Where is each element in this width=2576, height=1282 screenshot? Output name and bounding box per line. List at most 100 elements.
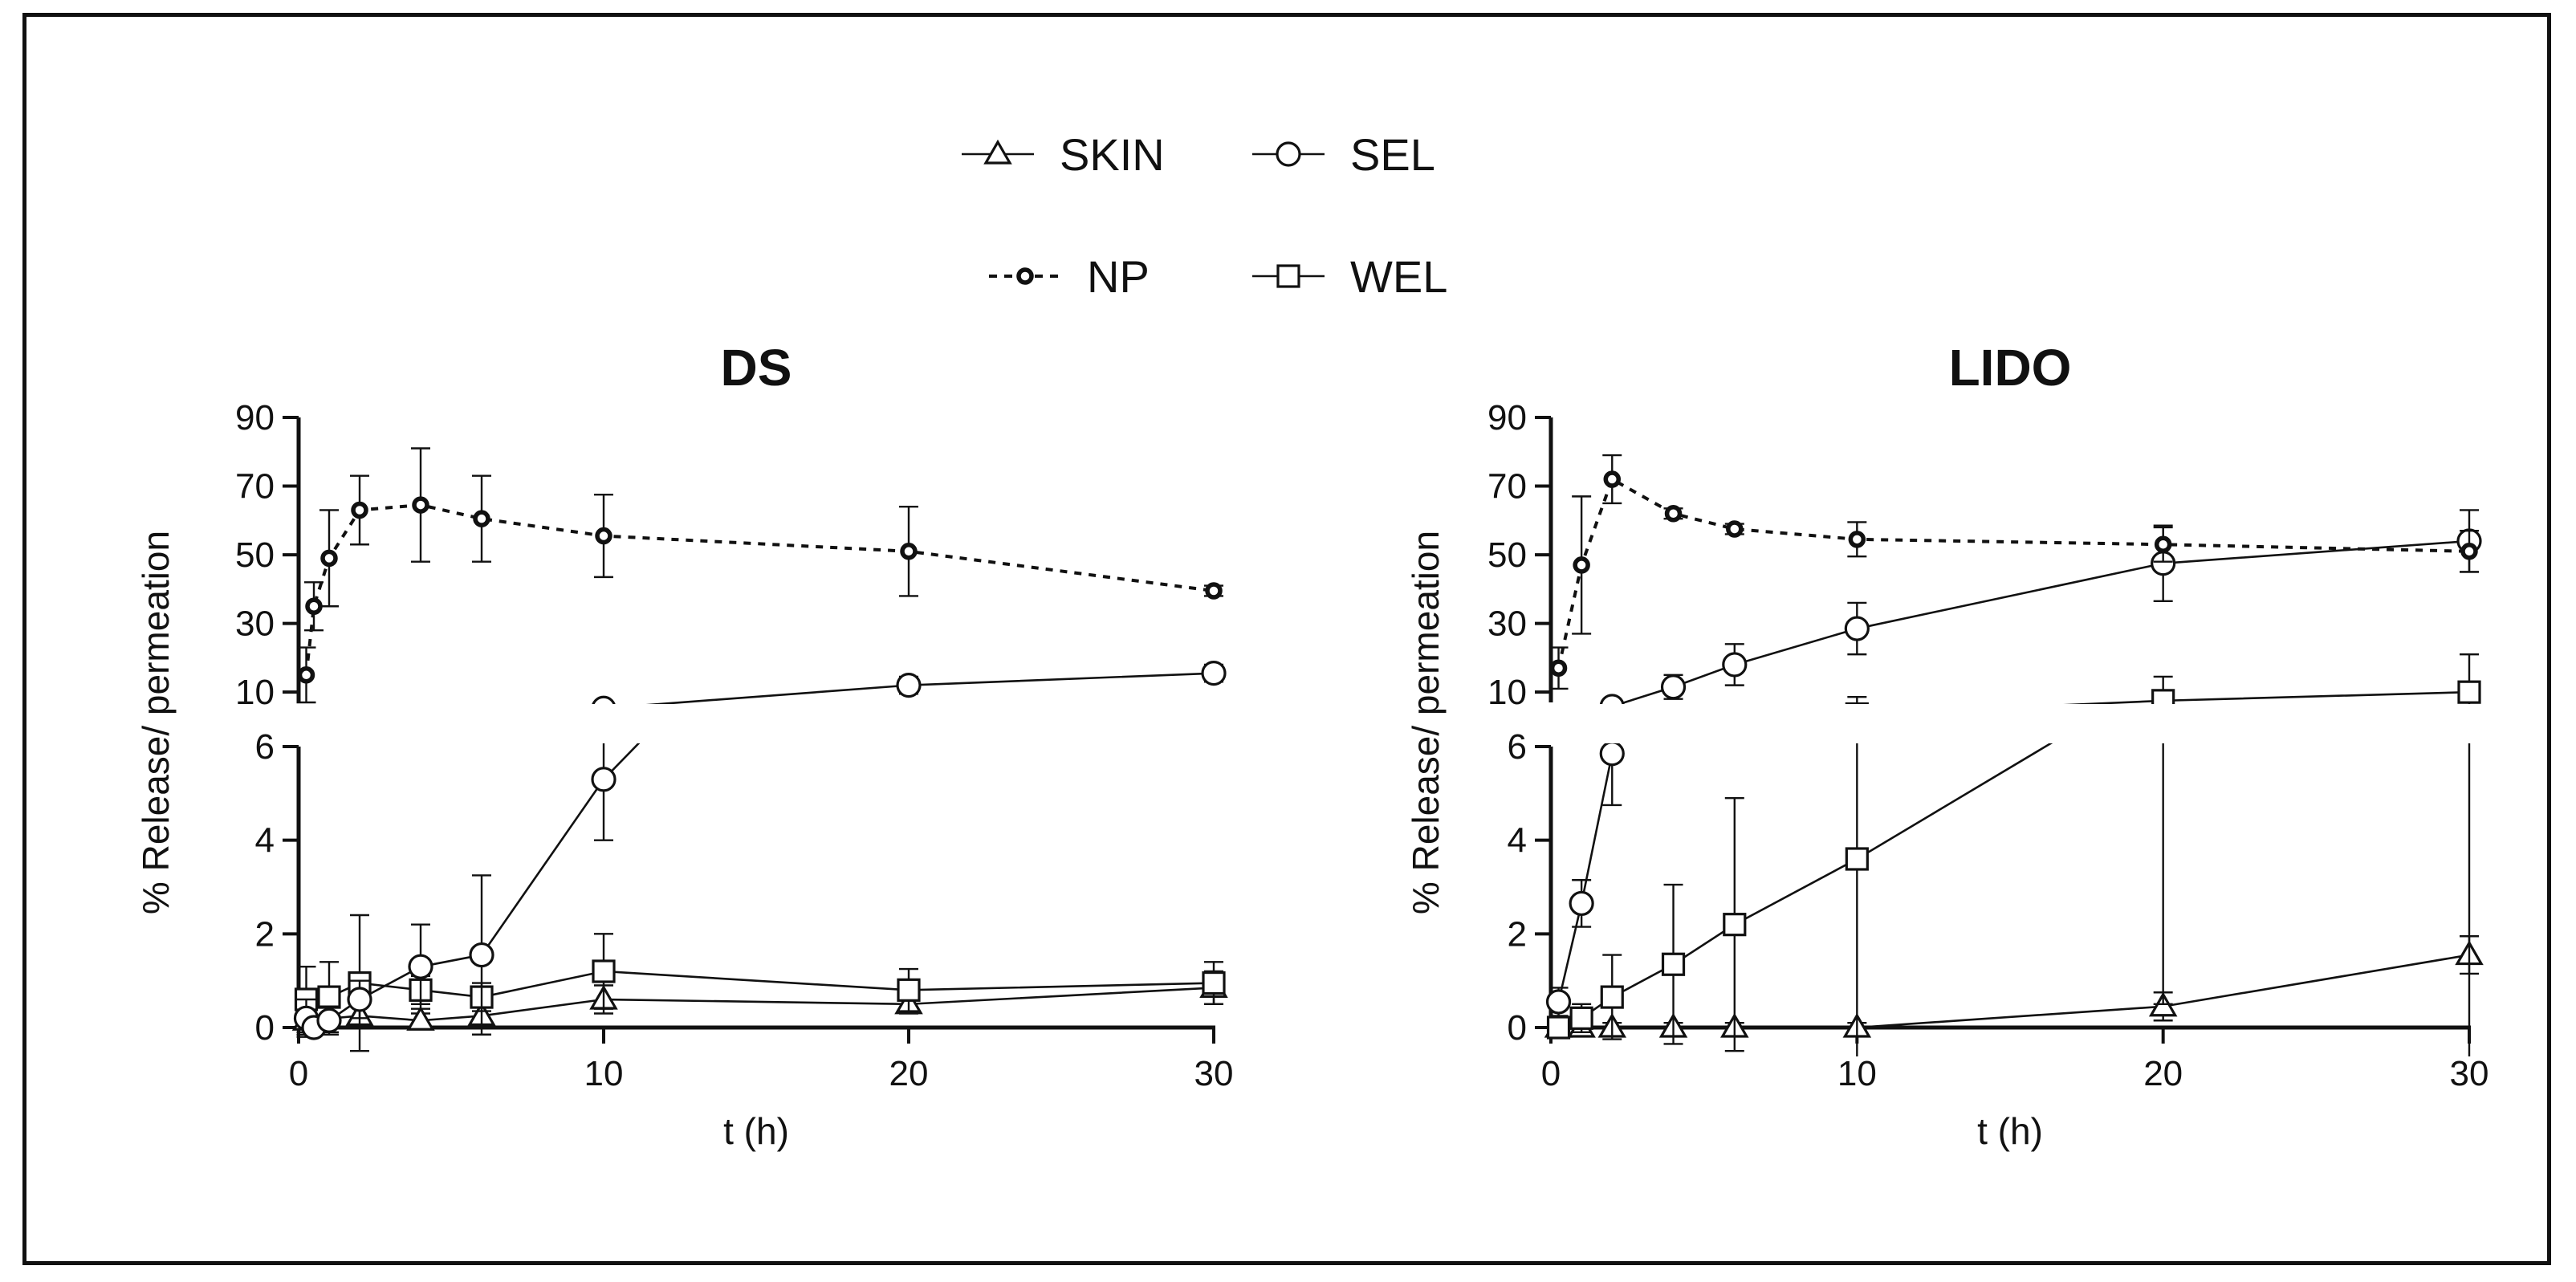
data-point-sel — [897, 454, 920, 477]
data-point-wel — [1845, 702, 1869, 704]
series-line-np — [1557, 477, 2470, 669]
panel-title: LIDO — [1949, 339, 2072, 397]
data-point-np — [1553, 225, 1565, 238]
y-tick-label-upper: 90 — [1487, 398, 1527, 438]
series-line-np — [304, 503, 1215, 676]
y-tick-label-lower: 2 — [255, 914, 275, 954]
y-tick-label-upper: 10 — [235, 673, 275, 712]
data-point-wel — [898, 714, 919, 735]
data-point-skin — [2151, 713, 2175, 734]
data-point-np — [320, 549, 338, 568]
data-point-wel — [1203, 713, 1224, 734]
panel-lido: LIDO % Release/ permeation 10 30 50 70 90 0 2 4 6 0… — [1405, 0, 2489, 1152]
data-point-skin — [897, 713, 921, 734]
data-point-np — [1205, 582, 1223, 600]
data-point-sel — [408, 954, 433, 979]
data-point-skin — [1569, 714, 1593, 735]
legend-label-np: NP — [1087, 251, 1150, 302]
data-point-np — [1603, 470, 1622, 488]
x-tick-label: 10 — [1837, 1054, 1877, 1093]
data-point-wel — [1548, 716, 1569, 737]
series-line-np — [1559, 0, 2469, 231]
series-sel-lower — [293, 291, 1225, 1040]
data-point-sel — [1569, 890, 1594, 917]
data-point-sel — [1548, 714, 1570, 736]
x-tick-label: 20 — [889, 1054, 929, 1093]
data-point-skin — [1547, 714, 1571, 735]
series-skin-upper — [1547, 709, 2481, 735]
legend-label-sel: SEL — [1350, 129, 1435, 180]
y-tick-label-upper: 90 — [235, 398, 275, 438]
data-point-wel — [592, 959, 616, 983]
data-point-wel — [349, 713, 370, 734]
data-point-wel — [296, 714, 317, 735]
data-point-sel — [316, 1007, 342, 1033]
series-np-upper — [296, 447, 1223, 704]
data-point-np — [2154, 535, 2172, 554]
data-point-skin — [1723, 714, 1747, 735]
y-tick-label-upper: 50 — [235, 535, 275, 575]
y-tick-label-lower: 6 — [1508, 727, 1527, 767]
data-point-wel — [2457, 680, 2481, 704]
y-tick-label-lower: 6 — [255, 727, 275, 767]
data-point-sel — [1599, 743, 1625, 767]
legend-marker-skin — [983, 139, 1012, 165]
data-point-sel — [1844, 616, 1870, 641]
data-point-wel — [1723, 913, 1747, 937]
data-point-sel — [1203, 291, 1225, 313]
series-line-skin — [1558, 954, 2470, 1029]
legend-label-wel: WEL — [1350, 251, 1447, 302]
data-point-skin — [295, 714, 319, 735]
data-point-sel — [469, 942, 494, 968]
data-point-wel — [1661, 952, 1686, 976]
series-wel-lower — [1546, 743, 2471, 1056]
data-point-sel — [470, 710, 493, 732]
series-line-sel — [305, 743, 641, 1029]
data-point-np — [1549, 659, 1568, 677]
data-point-np — [351, 501, 368, 519]
data-point-wel — [897, 978, 921, 1002]
data-point-np — [1848, 531, 1866, 548]
x-axis-label: t (h) — [723, 1110, 789, 1152]
data-point-wel — [593, 712, 614, 733]
data-point-np — [1664, 505, 1683, 523]
data-point-sel — [318, 714, 340, 737]
series-line-sel — [645, 672, 1215, 704]
series-skin-upper — [295, 711, 1227, 735]
data-point-skin — [409, 714, 433, 735]
data-point-np — [595, 527, 612, 545]
data-point-wel — [1571, 715, 1592, 736]
data-point-np — [300, 319, 313, 332]
data-point-sel — [348, 713, 371, 735]
y-tick-label-lower: 2 — [1508, 914, 1527, 954]
data-point-wel — [1845, 847, 1869, 871]
data-point-np — [900, 543, 918, 560]
data-point-sel — [1722, 652, 1748, 678]
y-tick-label-lower: 4 — [255, 821, 275, 861]
data-point-wel — [1724, 709, 1745, 730]
x-tick-label: 0 — [1541, 1054, 1561, 1093]
data-point-skin — [1662, 714, 1686, 735]
data-point-skin — [470, 714, 494, 735]
data-point-wel — [2151, 689, 2175, 704]
legend-label-skin: SKIN — [1060, 129, 1165, 180]
data-point-wel — [410, 714, 431, 735]
data-point-sel — [1723, 173, 1746, 196]
data-point-np — [412, 496, 429, 514]
data-point-wel — [1202, 971, 1226, 995]
x-tick-label: 30 — [2450, 1054, 2489, 1093]
data-point-np — [305, 597, 323, 615]
y-tick-label-lower: 4 — [1508, 821, 1527, 861]
series-line-wel — [1558, 743, 2053, 1029]
x-tick-label: 10 — [584, 1054, 624, 1093]
data-point-skin — [348, 714, 372, 735]
legend-marker-sel — [1276, 141, 1301, 167]
series-line-skin — [1559, 721, 2469, 726]
x-tick-label: 30 — [1194, 1054, 1234, 1093]
figure-frame — [22, 13, 2551, 1265]
y-tick-label-upper: 10 — [1487, 673, 1527, 712]
data-point-sel — [295, 714, 318, 737]
data-point-np — [2460, 543, 2478, 560]
y-tick-label-upper: 30 — [1487, 604, 1527, 644]
